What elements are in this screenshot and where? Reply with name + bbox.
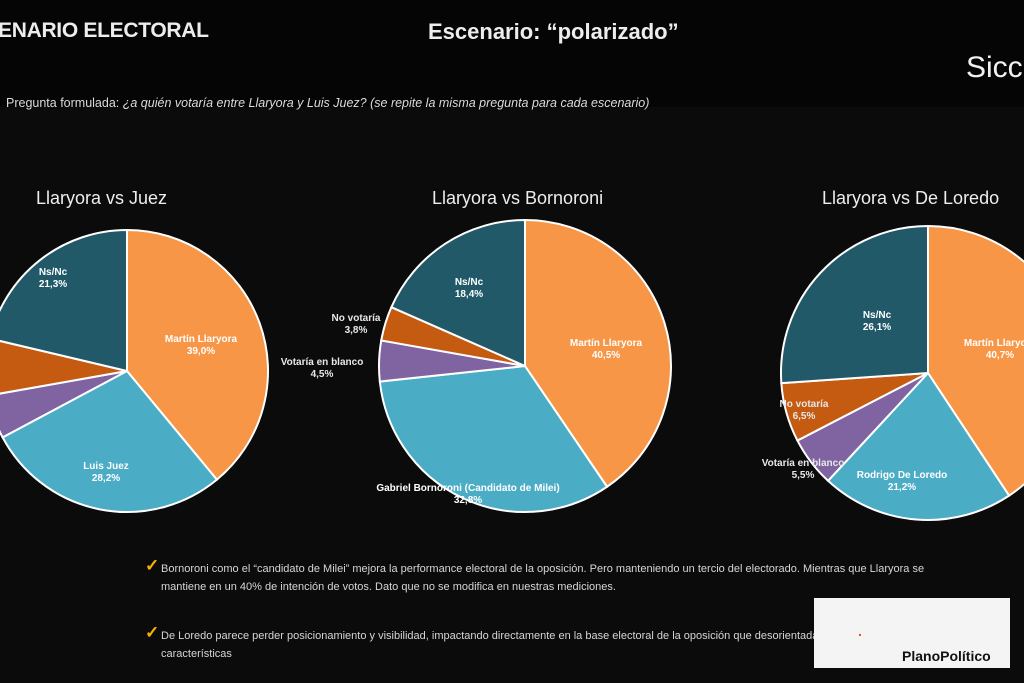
slice-value-label: 4,5% — [311, 369, 334, 380]
slice-label: Martín Llaryora — [570, 338, 643, 349]
pie-slice — [826, 371, 1011, 521]
top-bar — [0, 0, 1024, 107]
chart-title-deloredo: Llaryora vs De Loredo — [822, 188, 1000, 208]
note-text: Bornoroni como el “candidato de Milei” m… — [161, 563, 925, 593]
slice-value-label: 40,7% — [986, 350, 1014, 361]
slice-label: No votaría — [332, 313, 381, 324]
slice-label: Luis Juez — [83, 461, 129, 472]
note-1: ✓ Bornoroni como el “candidato de Milei”… — [145, 556, 961, 596]
pie-slice — [390, 218, 526, 368]
note-text: De Loredo parece perder posicionamiento … — [161, 630, 942, 660]
section-title: ENARIO ELECTORAL — [0, 19, 209, 42]
chart-title-juez: Llaryora vs Juez — [36, 188, 168, 208]
slice-value-label: 39,0% — [187, 346, 215, 357]
question-line: Pregunta formulada: ¿a quién votaría ent… — [6, 96, 649, 110]
pie-slice — [1, 369, 219, 513]
slice-value-label: 28,2% — [92, 473, 120, 484]
pie-slice — [0, 339, 128, 395]
slice-label: Rodrigo De Loredo — [857, 470, 948, 481]
question-text: ¿a quién votaría entre Llaryora y Luis J… — [122, 96, 650, 110]
pie-slice — [927, 224, 1024, 497]
pie-slice — [378, 364, 609, 513]
slice-value-label: 6,5% — [793, 411, 816, 422]
pie-slice — [0, 370, 128, 439]
chart-title-bornoroni: Llaryora vs Bornoroni — [432, 188, 604, 208]
watermark-text: PlanoPolítico. — [858, 623, 991, 664]
pie-slice — [0, 228, 128, 373]
slice-value-label: 26,1% — [863, 322, 891, 333]
slice-label: No votaría — [780, 399, 829, 410]
slice-label: Votaría en blanco — [281, 357, 364, 368]
checkmark-icon: ✓ — [145, 556, 160, 575]
slice-label: Ns/Nc — [39, 267, 68, 278]
slice-value-label: 5,5% — [792, 470, 815, 481]
slice-label: Martín Llaryora — [165, 334, 238, 345]
checkmark-icon: ✓ — [145, 623, 160, 642]
slice-label: Ns/Nc — [863, 310, 892, 321]
slice-value-label: 21,3% — [39, 279, 67, 290]
pie-slice — [780, 224, 929, 385]
pie-slice — [126, 228, 269, 482]
slice-label: Votaría en blanco — [762, 458, 845, 469]
planopolitico-watermark: PlanoPolítico. — [814, 598, 1010, 668]
slice-value-label: 32,8% — [454, 495, 482, 506]
brand-logo-text: Sicc — [966, 51, 1023, 84]
slice-value-label: 3,8% — [345, 325, 368, 336]
slice-label: Gabriel Bornoroni (Candidato de Milei) — [376, 483, 559, 494]
question-label: Pregunta formulada: — [6, 96, 120, 110]
slice-label: Ns/Nc — [455, 277, 484, 288]
slice-value-label: 21,2% — [888, 482, 916, 493]
slice-value-label: 40,5% — [592, 350, 620, 361]
slice-value-label: 18,4% — [455, 289, 483, 300]
note-2: ✓ De Loredo parece perder posicionamient… — [145, 623, 961, 663]
slice-label: Martín Llaryora — [964, 338, 1024, 349]
scenario-title: Escenario: “polarizado” — [428, 19, 679, 44]
pie-slice — [524, 218, 672, 489]
